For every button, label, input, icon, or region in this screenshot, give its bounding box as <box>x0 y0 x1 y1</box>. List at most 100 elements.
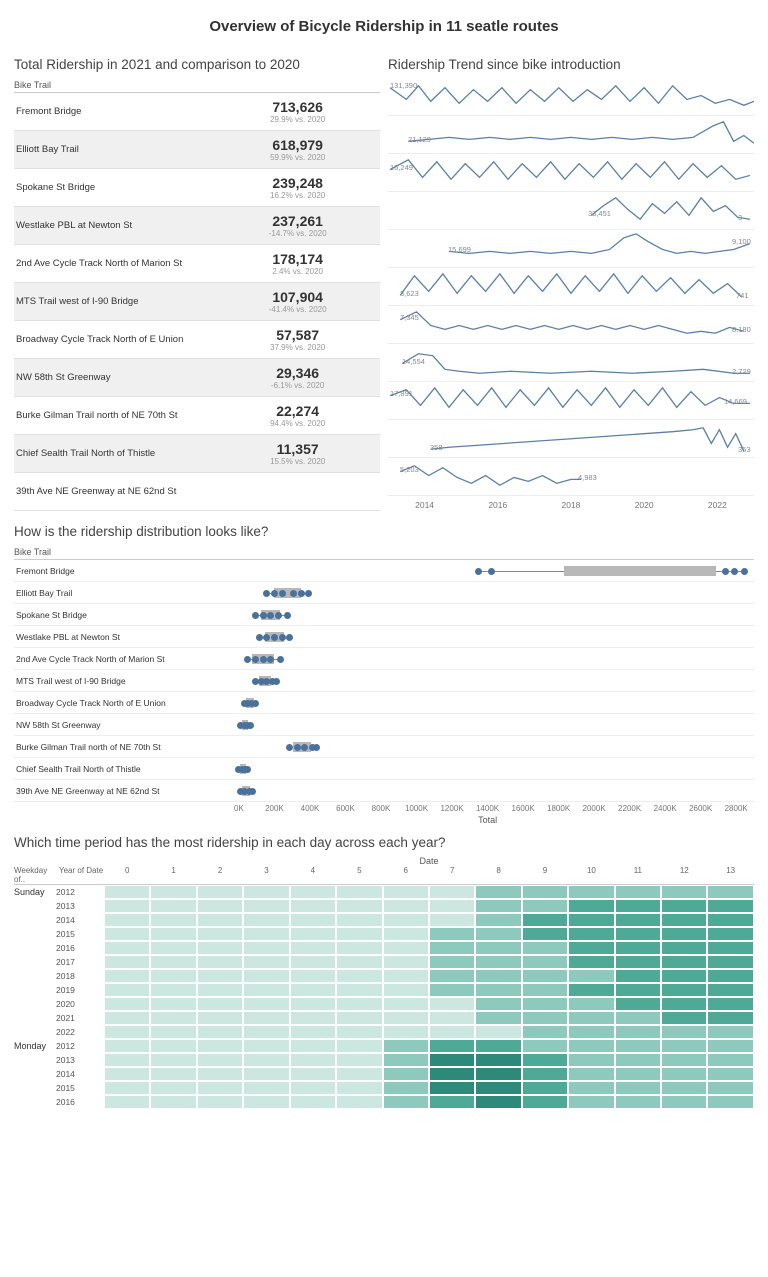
trail-name: Elliott Bay Trail <box>14 144 215 155</box>
spark-label-right: 9,100 <box>732 237 751 246</box>
boxplot-x-label: Total <box>221 815 754 825</box>
boxplot-row[interactable]: Chief Sealth Trail North of Thistle <box>14 758 754 780</box>
spark-label-right: 353 <box>738 445 751 454</box>
trail-value: 11,357 <box>215 441 380 457</box>
heatmap-row[interactable]: 2013 <box>14 1053 754 1067</box>
table-title: Total Ridership in 2021 and comparison t… <box>14 57 380 72</box>
sparkline-row[interactable]: 15,699 9,100 <box>388 230 754 268</box>
boxplot-name: Burke Gilman Trail north of NE 70th St <box>14 742 221 752</box>
trend-charts: Ridership Trend since bike introduction … <box>388 47 754 514</box>
boxplot-row[interactable]: 39th Ave NE Greenway at NE 62nd St <box>14 780 754 802</box>
trail-row[interactable]: MTS Trail west of I-90 Bridge 107,904 -4… <box>14 283 380 321</box>
spark-label-left: 358 <box>430 443 443 452</box>
heatmap-row[interactable]: Sunday2012 <box>14 885 754 899</box>
boxplot-section: How is the ridership distribution looks … <box>0 524 768 825</box>
heatmap-row[interactable]: 2016 <box>14 941 754 955</box>
spark-label-right: 2,729 <box>732 367 751 376</box>
heatmap-row[interactable]: Monday2012 <box>14 1039 754 1053</box>
boxplot-name: Westlake PBL at Newton St <box>14 632 221 642</box>
boxplot-row[interactable]: Westlake PBL at Newton St <box>14 626 754 648</box>
heatmap-hours: 012345678910111213 <box>104 866 754 885</box>
boxplot-row[interactable]: Broadway Cycle Track North of E Union <box>14 692 754 714</box>
spark-label-right: 3 <box>738 213 742 222</box>
boxplot-row[interactable]: Spokane St Bridge <box>14 604 754 626</box>
heatmap-col-header-year: Year of Date <box>59 866 104 884</box>
spark-label-left: 21,129 <box>408 135 431 144</box>
heatmap-row[interactable]: 2013 <box>14 899 754 913</box>
sparkline-row[interactable]: 3,623741 <box>388 268 754 306</box>
heatmap-row[interactable]: 2014 <box>14 1067 754 1081</box>
trail-row[interactable]: Burke Gilman Trail north of NE 70th St 2… <box>14 397 380 435</box>
boxplot-name: 39th Ave NE Greenway at NE 62nd St <box>14 786 221 796</box>
heatmap-row[interactable]: 2018 <box>14 969 754 983</box>
heatmap-row[interactable]: 2021 <box>14 1011 754 1025</box>
boxplot-title: How is the ridership distribution looks … <box>14 524 754 539</box>
boxplot-row[interactable]: NW 58th St Greenway <box>14 714 754 736</box>
trail-row[interactable]: Broadway Cycle Track North of E Union 57… <box>14 321 380 359</box>
trail-pct: 94.4% vs. 2020 <box>215 419 380 428</box>
heatmap-row[interactable]: 2017 <box>14 955 754 969</box>
trail-name: 2nd Ave Cycle Track North of Marion St <box>14 258 215 269</box>
trail-name: MTS Trail west of I-90 Bridge <box>14 296 215 307</box>
trail-value: 239,248 <box>215 175 380 191</box>
sparkline-row[interactable]: 358 353 <box>388 420 754 458</box>
trail-row[interactable]: Westlake PBL at Newton St 237,261 -14.7%… <box>14 207 380 245</box>
sparkline-row[interactable]: 21,129 <box>388 116 754 154</box>
boxplot-name: Elliott Bay Trail <box>14 588 221 598</box>
heatmap-row[interactable]: 2015 <box>14 1081 754 1095</box>
heatmap-row[interactable]: 2019 <box>14 983 754 997</box>
heatmap-title: Which time period has the most ridership… <box>14 835 754 850</box>
trail-value: 237,261 <box>215 213 380 229</box>
trail-pct: 2.4% vs. 2020 <box>215 267 380 276</box>
sparkline-row[interactable]: 131,390 <box>388 78 754 116</box>
trail-name: 39th Ave NE Greenway at NE 62nd St <box>14 486 215 497</box>
trail-value: 29,346 <box>215 365 380 381</box>
spark-label-right: 14,669 <box>724 397 747 406</box>
heatmap-row[interactable]: 2016 <box>14 1095 754 1109</box>
spark-label-left: 5,203 <box>400 465 419 474</box>
sparkline-row[interactable]: 17,891 14,669 <box>388 382 754 420</box>
boxplot-row[interactable]: MTS Trail west of I-90 Bridge <box>14 670 754 692</box>
boxplot-row[interactable]: Burke Gilman Trail north of NE 70th St <box>14 736 754 758</box>
trail-row[interactable]: NW 58th St Greenway 29,346 -6.1% vs. 202… <box>14 359 380 397</box>
trail-pct: 29.9% vs. 2020 <box>215 115 380 124</box>
trail-value: 178,174 <box>215 251 380 267</box>
trail-name: Burke Gilman Trail north of NE 70th St <box>14 410 215 421</box>
trail-row[interactable]: Elliott Bay Trail 618,979 59.9% vs. 2020 <box>14 131 380 169</box>
trail-name: Fremont Bridge <box>14 106 215 117</box>
trail-pct: 37.9% vs. 2020 <box>215 343 380 352</box>
trail-pct: 59.9% vs. 2020 <box>215 153 380 162</box>
heatmap-date-label: Date <box>104 856 754 866</box>
trail-pct: 15.5% vs. 2020 <box>215 457 380 466</box>
trail-row[interactable]: 2nd Ave Cycle Track North of Marion St 1… <box>14 245 380 283</box>
trail-value: 22,274 <box>215 403 380 419</box>
trail-row[interactable]: Chief Sealth Trail North of Thistle 11,3… <box>14 435 380 473</box>
boxplot-name: 2nd Ave Cycle Track North of Marion St <box>14 654 221 664</box>
spark-label-left: 131,390 <box>390 81 417 90</box>
boxplot-row[interactable]: 2nd Ave Cycle Track North of Marion St <box>14 648 754 670</box>
trail-name: Spokane St Bridge <box>14 182 215 193</box>
boxplot-name: MTS Trail west of I-90 Bridge <box>14 676 221 686</box>
trail-pct: -6.1% vs. 2020 <box>215 381 380 390</box>
heatmap-row[interactable]: 2020 <box>14 997 754 1011</box>
sparkline-row[interactable]: 7,3458,180 <box>388 306 754 344</box>
boxplot-row[interactable]: Fremont Bridge <box>14 560 754 582</box>
trail-row[interactable]: Fremont Bridge 713,626 29.9% vs. 2020 <box>14 93 380 131</box>
sparkline-row[interactable]: 33,4513 <box>388 192 754 230</box>
trail-value: 713,626 <box>215 99 380 115</box>
trail-row[interactable]: Spokane St Bridge 239,248 16.2% vs. 2020 <box>14 169 380 207</box>
table-header: Bike Trail <box>14 78 380 93</box>
heatmap-row[interactable]: 2015 <box>14 927 754 941</box>
spark-label-left: 15,699 <box>448 245 471 254</box>
sparkline-row[interactable]: 14,5542,729 <box>388 344 754 382</box>
trail-name: NW 58th St Greenway <box>14 372 215 383</box>
heatmap-row[interactable]: 2014 <box>14 913 754 927</box>
trend-x-axis: 20142016201820202022 <box>388 496 754 514</box>
trail-value: 107,904 <box>215 289 380 305</box>
trail-row[interactable]: 39th Ave NE Greenway at NE 62nd St <box>14 473 380 511</box>
sparkline-row[interactable]: 5,2034,983 <box>388 458 754 496</box>
sparkline-row[interactable]: 16,249 <box>388 154 754 192</box>
spark-label-left: 17,891 <box>390 389 413 398</box>
boxplot-row[interactable]: Elliott Bay Trail <box>14 582 754 604</box>
heatmap-row[interactable]: 2022 <box>14 1025 754 1039</box>
